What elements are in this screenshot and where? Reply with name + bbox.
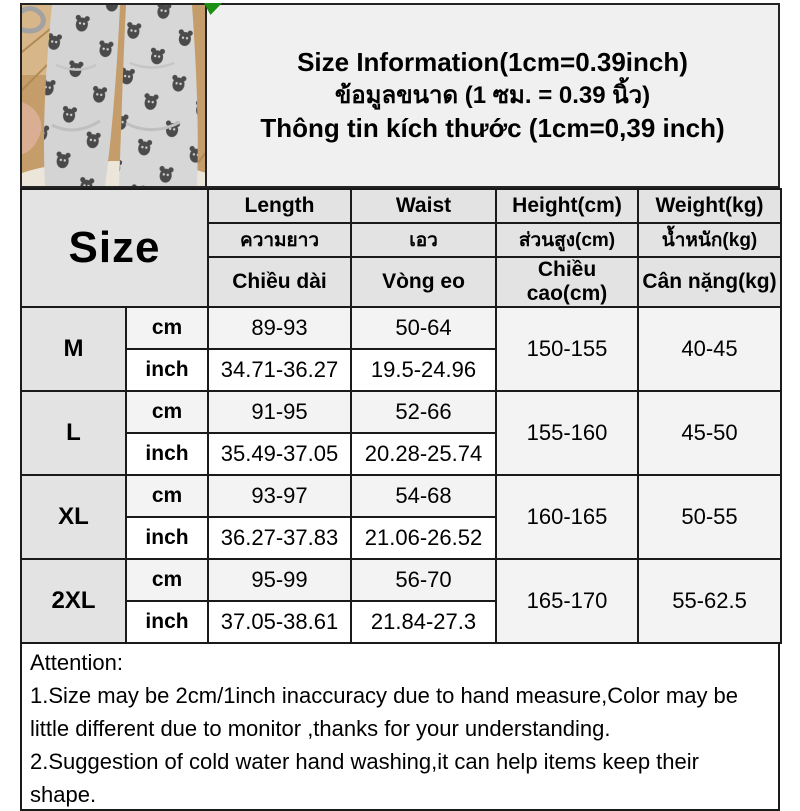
unit-inch: inch bbox=[124, 600, 210, 644]
l-height: 155-160 bbox=[495, 390, 640, 476]
xl-waist-inch: 21.06-26.52 bbox=[350, 516, 498, 560]
col-header-length-th: ความยาว bbox=[207, 222, 353, 258]
unit-cm: cm bbox=[124, 474, 210, 518]
unit-inch: inch bbox=[124, 348, 210, 392]
attention-item-2: 2.Suggestion of cold water hand washing,… bbox=[30, 748, 699, 807]
size-table: Size Length Waist Height(cm) Weight(kg) … bbox=[19, 188, 783, 644]
2xl-waist-inch: 21.84-27.3 bbox=[350, 600, 498, 644]
attention-title: Attention: bbox=[30, 650, 123, 675]
size-column-header: Size bbox=[19, 188, 210, 308]
unit-cm: cm bbox=[124, 306, 210, 350]
unit-inch: inch bbox=[124, 432, 210, 476]
col-header-waist-th: เอว bbox=[350, 222, 498, 258]
l-length-inch: 35.49-37.05 bbox=[207, 432, 353, 476]
col-header-waist-en: Waist bbox=[350, 188, 498, 224]
size-label-2xl: 2XL bbox=[20, 558, 127, 644]
2xl-waist-cm: 56-70 bbox=[350, 558, 498, 602]
right-leg bbox=[119, 5, 198, 186]
2xl-height: 165-170 bbox=[495, 558, 640, 644]
col-header-waist-vi: Vòng eo bbox=[350, 256, 498, 308]
m-length-cm: 89-93 bbox=[207, 306, 353, 350]
m-waist-cm: 50-64 bbox=[350, 306, 498, 350]
xl-length-inch: 36.27-37.83 bbox=[207, 516, 353, 560]
cable bbox=[22, 6, 46, 34]
l-weight: 45-50 bbox=[637, 390, 783, 476]
unit-inch: inch bbox=[124, 516, 210, 560]
unit-cm: cm bbox=[124, 390, 210, 434]
xl-height: 160-165 bbox=[495, 474, 640, 560]
col-header-height-th: ส่วนสูง(cm) bbox=[495, 222, 640, 258]
col-header-weight-th: น้ำหนัก(kg) bbox=[637, 222, 783, 258]
size-label-l: L bbox=[20, 390, 127, 476]
title-english: Size Information(1cm=0.39inch) bbox=[297, 47, 688, 78]
col-header-height-en: Height(cm) bbox=[495, 188, 640, 224]
attention-section: Attention: 1.Size may be 2cm/1inch inacc… bbox=[20, 644, 780, 811]
m-waist-inch: 19.5-24.96 bbox=[350, 348, 498, 392]
l-length-cm: 91-95 bbox=[207, 390, 353, 434]
size-label-m: M bbox=[20, 306, 127, 392]
l-waist-inch: 20.28-25.74 bbox=[350, 432, 498, 476]
m-weight: 40-45 bbox=[637, 306, 783, 392]
product-photo bbox=[20, 3, 207, 188]
2xl-weight: 55-62.5 bbox=[637, 558, 783, 644]
pajama-pants-illustration bbox=[22, 5, 205, 186]
size-info-header: Size Information(1cm=0.39inch) ข้อมูลขนา… bbox=[207, 3, 780, 188]
top-section: Size Information(1cm=0.39inch) ข้อมูลขนา… bbox=[20, 3, 780, 188]
xl-length-cm: 93-97 bbox=[207, 474, 353, 518]
col-header-height-vi: Chiều cao(cm) bbox=[495, 256, 640, 308]
col-header-weight-vi: Cân nặng(kg) bbox=[637, 256, 783, 308]
col-header-length-vi: Chiều dài bbox=[207, 256, 353, 308]
hand bbox=[22, 102, 42, 155]
2xl-length-inch: 37.05-38.61 bbox=[207, 600, 353, 644]
size-label-xl: XL bbox=[20, 474, 127, 560]
m-height: 150-155 bbox=[495, 306, 640, 392]
unit-cm: cm bbox=[124, 558, 210, 602]
l-waist-cm: 52-66 bbox=[350, 390, 498, 434]
col-header-length-en: Length bbox=[207, 188, 353, 224]
size-chart-page: Size Information(1cm=0.39inch) ข้อมูลขนา… bbox=[19, 3, 783, 811]
2xl-length-cm: 95-99 bbox=[207, 558, 353, 602]
left-leg bbox=[43, 5, 120, 186]
m-length-inch: 34.71-36.27 bbox=[207, 348, 353, 392]
xl-waist-cm: 54-68 bbox=[350, 474, 498, 518]
attention-item-1: 1.Size may be 2cm/1inch inaccuracy due t… bbox=[30, 682, 739, 741]
xl-weight: 50-55 bbox=[637, 474, 783, 560]
title-vietnamese: Thông tin kích thước (1cm=0,39 inch) bbox=[260, 113, 725, 144]
title-thai: ข้อมูลขนาด (1 ซม. = 0.39 นิ้ว) bbox=[334, 81, 651, 109]
col-header-weight-en: Weight(kg) bbox=[637, 188, 783, 224]
